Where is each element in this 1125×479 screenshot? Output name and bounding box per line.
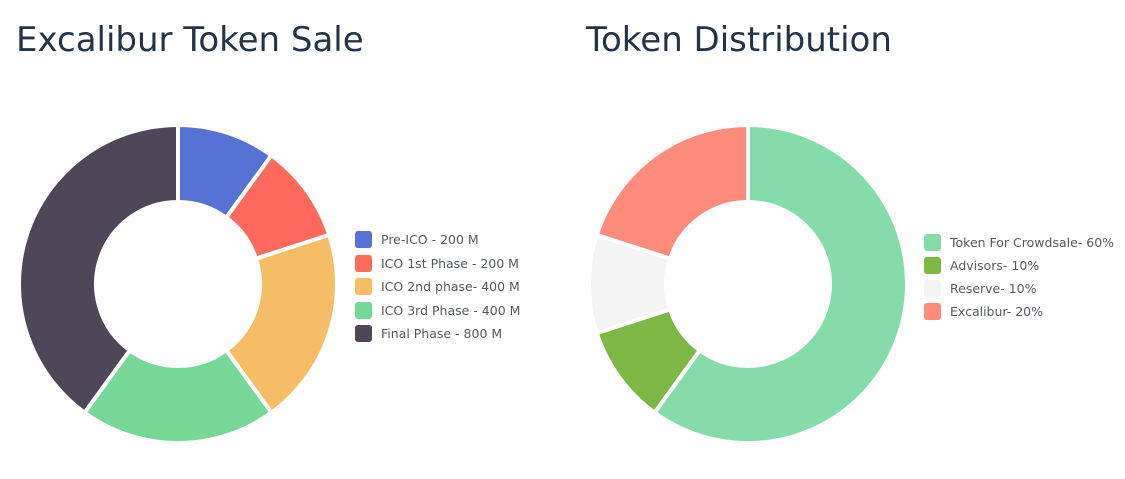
legend-label: ICO 3rd Phase - 400 M [381, 302, 521, 318]
token-distribution-donut-chart [587, 123, 909, 445]
donut-slice[interactable] [594, 123, 750, 261]
legend-item[interactable]: Reserve- 10% [924, 277, 1119, 300]
legend-swatch [355, 231, 372, 248]
legend-label: ICO 2nd phase- 400 M [381, 279, 520, 294]
legend-item[interactable]: Excalibur- 20% [924, 300, 1119, 323]
donut-slice[interactable] [224, 232, 339, 415]
legend-label: Final Phase - 800 M [381, 326, 503, 341]
token-sale-panel: Excalibur Token Sale Pre-ICO - 200 M ICO… [16, 20, 570, 445]
legend-swatch [924, 303, 941, 320]
legend-item[interactable]: ICO 2nd phase- 400 M [355, 275, 570, 299]
legend-label: Excalibur- 20% [950, 304, 1044, 319]
legend-item[interactable]: Advisors- 10% [924, 254, 1119, 277]
legend-swatch [924, 234, 941, 251]
chart-title: Excalibur Token Sale [16, 20, 364, 60]
legend-label: Pre-ICO - 200 M [381, 232, 479, 247]
donut-slice[interactable] [652, 123, 909, 445]
token-distribution-legend: Token For Crowdsale- 60% Advisors- 10% R… [924, 231, 1119, 323]
legend-swatch [355, 278, 372, 295]
legend-item[interactable]: Pre-ICO - 200 M [355, 228, 570, 252]
legend-item[interactable]: Token For Crowdsale- 60% [924, 231, 1119, 254]
token-sale-donut-chart [17, 123, 339, 445]
legend-item[interactable]: ICO 1st Phase - 200 M [355, 252, 570, 276]
donut-slice[interactable] [82, 348, 274, 445]
legend-swatch [355, 301, 372, 319]
legend-swatch [355, 254, 372, 272]
donut-slice[interactable] [17, 123, 180, 415]
legend-label: ICO 1st Phase - 200 M [381, 255, 519, 271]
legend-label: Advisors- 10% [950, 258, 1040, 273]
token-distribution-panel: Token Distribution Token For Crowdsale- … [570, 0, 1125, 479]
legend-item[interactable]: ICO 3rd Phase - 400 M [355, 299, 570, 323]
legend-swatch [355, 325, 372, 342]
chart-title: Token Distribution [586, 20, 892, 60]
token-sale-legend: Pre-ICO - 200 M ICO 1st Phase - 200 M IC… [355, 228, 570, 346]
legend-item[interactable]: Final Phase - 800 M [355, 322, 570, 346]
legend-label: Token For Crowdsale- 60% [950, 235, 1115, 250]
legend-label: Reserve- 10% [950, 281, 1037, 296]
legend-swatch [924, 257, 941, 274]
legend-swatch [924, 280, 941, 297]
